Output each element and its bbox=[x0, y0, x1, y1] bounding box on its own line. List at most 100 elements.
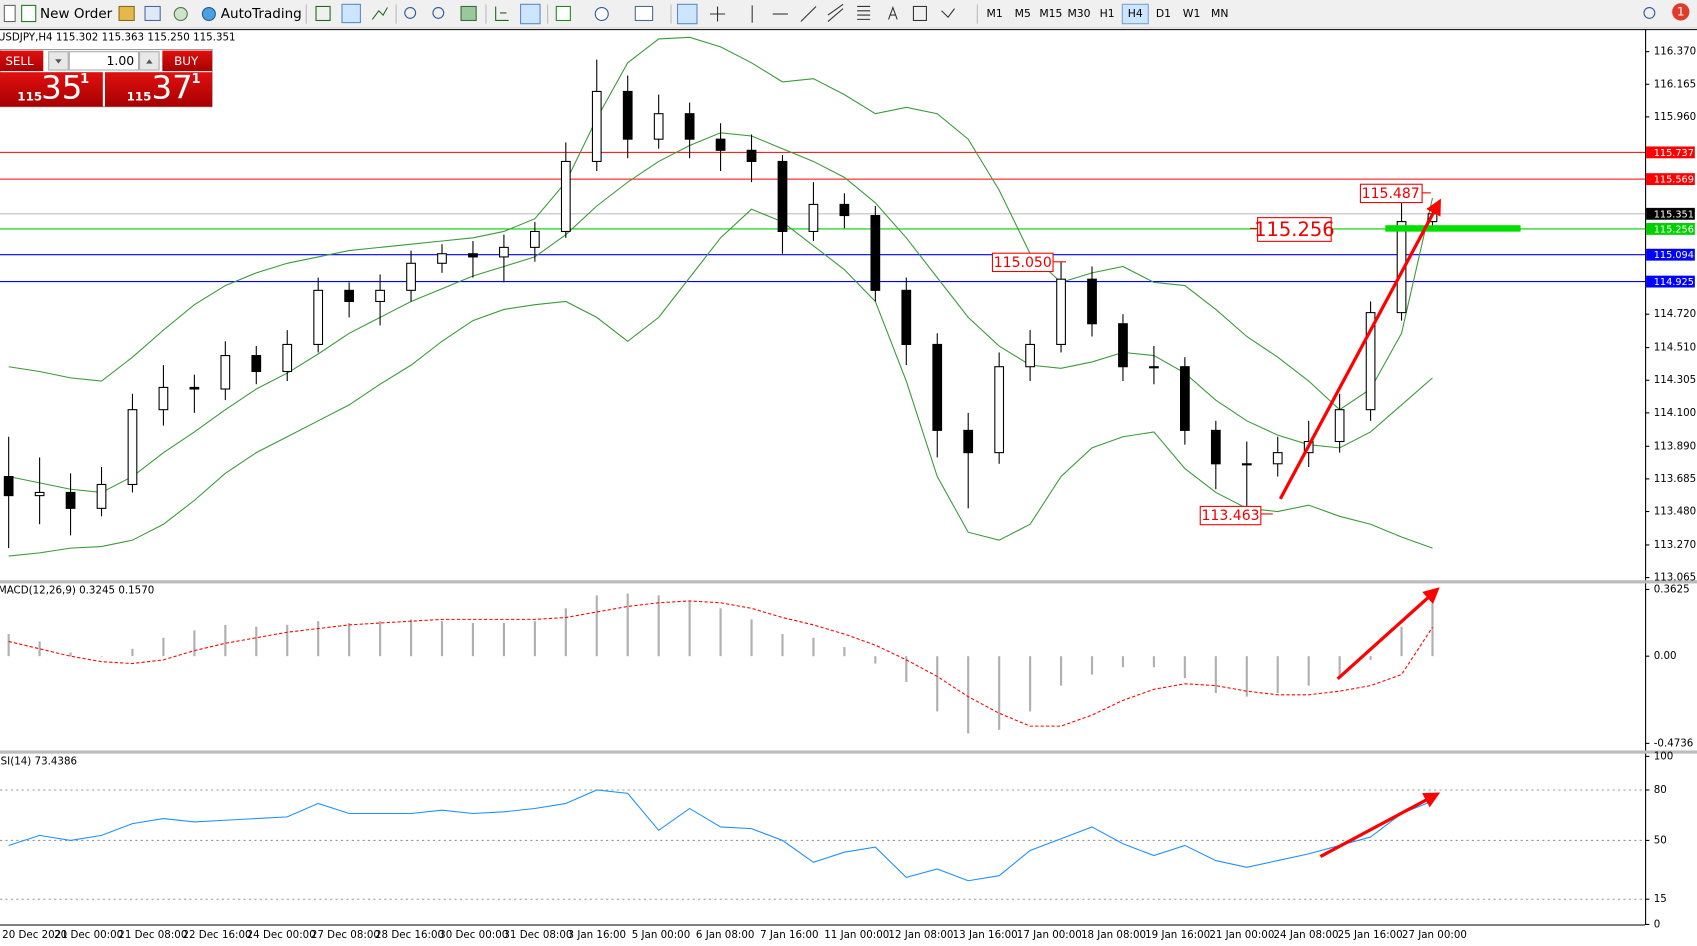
price-level-label: 115.256 bbox=[1654, 224, 1694, 235]
time-label: 20 Dec 00:00 bbox=[54, 929, 123, 941]
y-tick-label: 50 bbox=[1654, 834, 1667, 846]
time-label: 22 Dec 16:00 bbox=[182, 929, 251, 941]
annotations: 115.487 115.256 115.050 113.463 bbox=[991, 183, 1521, 858]
crosshair-tool[interactable] bbox=[709, 6, 726, 22]
price-level-tag bbox=[1646, 275, 1695, 288]
macd-bar bbox=[286, 624, 289, 657]
fibo-tool[interactable] bbox=[857, 5, 871, 20]
y-tick-label: 15 bbox=[1654, 893, 1667, 905]
timeframe-button[interactable]: M5 bbox=[1015, 7, 1031, 20]
price-level-label: 115.737 bbox=[1654, 148, 1694, 159]
y-tick-label: 113.480 bbox=[1654, 506, 1696, 518]
channel-tool[interactable] bbox=[827, 3, 844, 22]
timeframe-button[interactable]: D1 bbox=[1156, 7, 1171, 20]
periods-icon[interactable] bbox=[594, 7, 609, 22]
timeframe-button[interactable]: M15 bbox=[1039, 7, 1062, 20]
volume-input[interactable] bbox=[68, 51, 140, 71]
candle-body bbox=[622, 90, 633, 140]
time-label: 27 Jan 00:00 bbox=[1402, 929, 1467, 941]
rsi-arrow bbox=[1319, 792, 1441, 858]
macd-bar bbox=[1276, 656, 1279, 693]
cursor-tool[interactable] bbox=[676, 3, 698, 25]
indicators-icon[interactable] bbox=[555, 5, 571, 22]
timeframe-button[interactable]: M30 bbox=[1067, 7, 1090, 20]
macd-bar bbox=[471, 623, 475, 657]
candle-body bbox=[1025, 343, 1035, 368]
macd-bar bbox=[348, 623, 351, 657]
annotation: 115.256 bbox=[1254, 218, 1335, 241]
timeframe-button[interactable]: MN bbox=[1211, 7, 1228, 20]
candle-body bbox=[870, 215, 881, 291]
new-order-button[interactable]: New Order bbox=[40, 6, 113, 22]
buy-price-point[interactable]: 1 bbox=[192, 72, 201, 87]
trendline-tool[interactable] bbox=[800, 6, 817, 22]
candle-body bbox=[684, 113, 695, 140]
tile-icon[interactable] bbox=[460, 5, 477, 22]
candle-body bbox=[715, 138, 726, 151]
sell-price-pips[interactable]: 35 bbox=[41, 68, 82, 106]
macd-bar bbox=[379, 621, 382, 657]
notifications-badge[interactable] bbox=[1672, 3, 1690, 21]
sell-price-big[interactable]: 115 bbox=[17, 89, 42, 103]
time-label: 12 Jan 08:00 bbox=[888, 929, 953, 941]
macd-bar bbox=[255, 626, 258, 657]
sell-price-point[interactable]: 1 bbox=[80, 72, 89, 87]
icon[interactable] bbox=[118, 5, 135, 22]
search-icon[interactable] bbox=[1643, 7, 1656, 19]
arrows-tool[interactable] bbox=[941, 8, 955, 19]
buy-price-box[interactable] bbox=[104, 72, 213, 107]
zoom-out-icon[interactable] bbox=[432, 7, 445, 19]
buy-price-pips[interactable]: 37 bbox=[152, 68, 193, 106]
candle-chart-icon[interactable] bbox=[341, 3, 361, 24]
macd-bar bbox=[905, 656, 908, 682]
timeframe-button[interactable]: H1 bbox=[1100, 7, 1115, 20]
text-tool[interactable] bbox=[888, 5, 898, 20]
shift-icon[interactable] bbox=[495, 6, 509, 22]
icon[interactable] bbox=[173, 7, 188, 22]
autotrading-button[interactable]: AutoTrading bbox=[221, 6, 302, 22]
icon[interactable] bbox=[144, 5, 161, 22]
new-order-icon[interactable] bbox=[21, 4, 37, 23]
line-chart-icon[interactable] bbox=[371, 7, 388, 20]
sell-label[interactable]: SELL bbox=[5, 54, 34, 68]
volume[interactable]: 1.00 bbox=[107, 53, 135, 68]
macd-bar bbox=[7, 634, 10, 657]
bar-chart-icon[interactable] bbox=[315, 5, 331, 22]
timeframe-button[interactable]: M1 bbox=[987, 7, 1003, 20]
active-timeframe bbox=[1121, 3, 1149, 25]
timeframe-button[interactable]: H4 bbox=[1128, 7, 1143, 20]
label-tool[interactable] bbox=[912, 5, 927, 22]
buy-label[interactable]: BUY bbox=[174, 54, 199, 68]
sell-button[interactable] bbox=[0, 50, 44, 72]
macd-title: MACD(12,26,9) 0.3245 0.1570 bbox=[0, 584, 154, 596]
macd-bar bbox=[564, 608, 567, 657]
y-tick-label: 113.065 bbox=[1654, 572, 1696, 584]
autoscroll-icon[interactable] bbox=[520, 3, 541, 25]
macd-bar bbox=[936, 656, 939, 712]
macd-bar bbox=[193, 630, 196, 657]
line bbox=[8, 789, 1433, 882]
price-level-tag bbox=[1646, 248, 1695, 261]
sell-price-box[interactable] bbox=[0, 72, 103, 107]
candle-body bbox=[560, 160, 571, 233]
time-label: 11 Jan 00:00 bbox=[824, 929, 889, 941]
templates-icon[interactable] bbox=[634, 5, 654, 22]
price-level-tag bbox=[1646, 173, 1695, 186]
candle-body bbox=[251, 355, 262, 373]
buy-button[interactable] bbox=[162, 50, 213, 72]
buy-price-big[interactable]: 115 bbox=[127, 89, 152, 103]
price-level-tag bbox=[1646, 207, 1695, 220]
timeframes: M1 M5 M15 M30 H1 H4 D1 W1 MN bbox=[987, 3, 1228, 25]
timeframe-button[interactable]: W1 bbox=[1183, 7, 1201, 20]
autotrading-icon[interactable] bbox=[201, 7, 216, 22]
candle-body bbox=[127, 409, 138, 486]
zoom-in-icon[interactable] bbox=[404, 7, 417, 19]
time-label: 6 Jan 08:00 bbox=[696, 929, 755, 941]
annotation-box bbox=[1257, 217, 1332, 242]
icon[interactable] bbox=[3, 4, 16, 23]
time-label: 28 Dec 16:00 bbox=[375, 929, 444, 941]
candle-body bbox=[1118, 323, 1128, 368]
y-tick-label: 116.165 bbox=[1654, 78, 1696, 90]
